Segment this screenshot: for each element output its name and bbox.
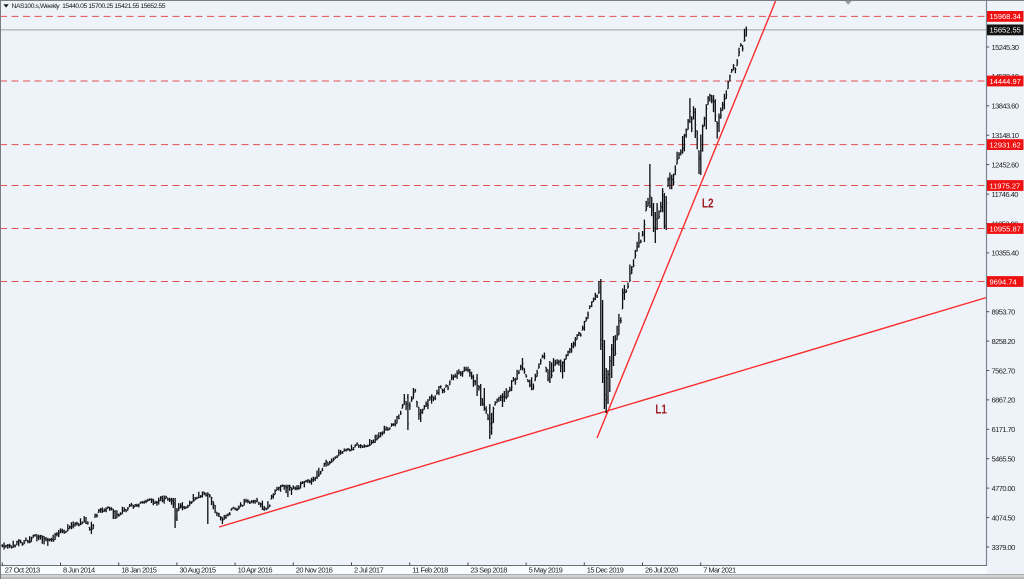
svg-text:13843.60: 13843.60: [992, 102, 1019, 111]
svg-text:15968.34: 15968.34: [990, 12, 1021, 21]
svg-text:L2: L2: [702, 197, 714, 211]
svg-text:4770.00: 4770.00: [992, 484, 1016, 493]
svg-text:15 Dec 2019: 15 Dec 2019: [587, 565, 624, 574]
svg-text:10 Apr 2016: 10 Apr 2016: [238, 565, 273, 574]
svg-text:23 Sep 2018: 23 Sep 2018: [470, 565, 507, 574]
svg-text:2 Jul 2017: 2 Jul 2017: [354, 565, 383, 574]
svg-text:7 Mar 2021: 7 Mar 2021: [703, 565, 736, 574]
svg-text:26 Jul 2020: 26 Jul 2020: [645, 565, 678, 574]
svg-text:4074.50: 4074.50: [992, 513, 1016, 522]
svg-text:27 Oct 2013: 27 Oct 2013: [5, 565, 40, 574]
svg-text:9694.74: 9694.74: [990, 277, 1017, 286]
svg-text:30 Aug 2015: 30 Aug 2015: [179, 565, 215, 574]
svg-text:10355.40: 10355.40: [992, 249, 1019, 258]
svg-text:6171.70: 6171.70: [992, 425, 1016, 434]
svg-text:10955.87: 10955.87: [990, 224, 1021, 233]
svg-text:12452.60: 12452.60: [992, 160, 1019, 169]
svg-text:3379.00: 3379.00: [992, 543, 1016, 552]
svg-text:18 Jan 2015: 18 Jan 2015: [121, 565, 157, 574]
svg-text:11746.40: 11746.40: [992, 190, 1019, 199]
svg-text:14444.97: 14444.97: [990, 77, 1021, 86]
svg-text:20 Nov 2016: 20 Nov 2016: [296, 565, 333, 574]
svg-text:8953.70: 8953.70: [992, 308, 1016, 317]
svg-text:13148.10: 13148.10: [992, 131, 1019, 140]
svg-text:11 Feb 2018: 11 Feb 2018: [412, 565, 448, 574]
svg-text:8258.20: 8258.20: [992, 337, 1016, 346]
svg-text:12931.62: 12931.62: [990, 140, 1021, 149]
svg-text:5 May 2019: 5 May 2019: [529, 565, 563, 574]
svg-text:NAS100.s,Weekly 15440.05 1570: NAS100.s,Weekly 15440.05 15700.25 15421.…: [12, 3, 166, 10]
svg-text:6867.20: 6867.20: [992, 396, 1016, 405]
svg-text:5465.50: 5465.50: [992, 455, 1016, 464]
svg-text:8 Jun 2014: 8 Jun 2014: [63, 565, 95, 574]
svg-text:15652.55: 15652.55: [990, 26, 1021, 35]
svg-text:11975.27: 11975.27: [990, 181, 1021, 190]
svg-text:15245.30: 15245.30: [992, 43, 1019, 52]
svg-text:7562.70: 7562.70: [992, 366, 1016, 375]
svg-text:L1: L1: [655, 403, 666, 417]
